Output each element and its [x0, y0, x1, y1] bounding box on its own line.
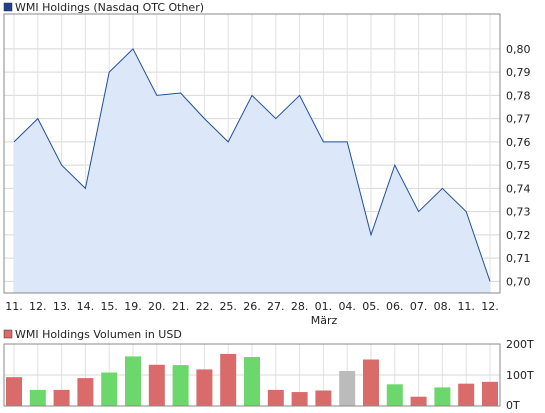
price-y-tick-label: 0,78 [506, 89, 531, 102]
price-legend-swatch [3, 2, 13, 12]
x-tick-label: 19. [124, 300, 142, 313]
volume-bar [148, 364, 165, 406]
x-tick-label: 12. [29, 300, 47, 313]
volume-bar [6, 377, 22, 406]
volume-bar [101, 372, 118, 406]
x-tick-label: 12. [481, 300, 499, 313]
price-y-tick-label: 0,73 [506, 206, 531, 219]
price-y-tick-label: 0,72 [506, 229, 531, 242]
volume-bar [410, 396, 427, 406]
x-axis: 11. 12. 13. 14. 15. 19. 20. 21. 22. 25. 26. 27. 28. 0… [5, 300, 499, 313]
volume-bar [196, 369, 213, 406]
volume-y-tick-label: 200T [506, 338, 534, 351]
volume-bar [339, 370, 356, 406]
volume-bar [315, 390, 332, 406]
volume-bar [363, 359, 379, 406]
volume-bar [125, 356, 141, 406]
price-y-tick-label: 0,75 [506, 159, 531, 172]
price-plot-frame [3, 13, 501, 294]
price-line [13, 48, 491, 282]
price-y-axis: 0,70 0,71 0,72 0,73 0,74 0,75 0,76 0,77 0,78 0,79… [506, 43, 531, 289]
price-area-fill [14, 48, 490, 294]
volume-bar [29, 389, 46, 406]
x-tick-label: 27. [267, 300, 285, 313]
x-tick-label: 15. [100, 300, 118, 313]
x-tick-label: 25. [219, 300, 237, 313]
price-y-tick-label: 0,74 [506, 182, 531, 195]
x-tick-label: 26. [243, 300, 261, 313]
volume-y-tick-label: 100T [506, 369, 534, 382]
price-y-tick-label: 0,76 [506, 136, 531, 149]
volume-plot-frame [3, 343, 501, 407]
volume-bar [386, 384, 403, 406]
volume-bar [267, 389, 284, 406]
volume-bar [244, 357, 260, 406]
volume-bars [6, 353, 498, 406]
price-y-tick-label: 0,80 [506, 43, 531, 56]
volume-bar [53, 389, 70, 406]
volume-bar [434, 387, 451, 406]
volume-bar [77, 378, 94, 406]
volume-bar [220, 353, 237, 406]
x-tick-label: 13. [53, 300, 71, 313]
volume-y-axis: 0T 100T 200T [506, 338, 534, 412]
x-tick-label: 01. [315, 300, 333, 313]
volume-bar [482, 381, 498, 406]
volume-y-tick-label: 0T [506, 399, 520, 412]
x-tick-label: 05. [362, 300, 380, 313]
x-tick-label: 20. [148, 300, 166, 313]
volume-bar [458, 383, 475, 406]
x-tick-label: 07. [410, 300, 428, 313]
x-tick-label: 08. [434, 300, 452, 313]
volume-chart-title: WMI Holdings Volumen in USD [15, 328, 182, 341]
x-tick-label: 21. [172, 300, 190, 313]
x-tick-label: 11. [457, 300, 475, 313]
volume-legend-swatch [3, 329, 13, 339]
x-tick-label: 22. [196, 300, 214, 313]
volume-bar [172, 365, 189, 406]
month-label: März [311, 314, 338, 327]
x-tick-label: 14. [77, 300, 95, 313]
price-y-tick-label: 0,71 [506, 252, 531, 265]
volume-bar [291, 392, 308, 406]
price-chart-title: WMI Holdings (Nasdaq OTC Other) [15, 1, 204, 14]
price-y-tick-label: 0,70 [506, 275, 531, 288]
price-y-tick-label: 0,79 [506, 66, 531, 79]
x-tick-label: 11. [5, 300, 23, 313]
x-tick-label: 06. [386, 300, 404, 313]
price-y-tick-label: 0,77 [506, 113, 531, 126]
x-tick-label: 28. [291, 300, 309, 313]
x-tick-label: 04. [338, 300, 356, 313]
